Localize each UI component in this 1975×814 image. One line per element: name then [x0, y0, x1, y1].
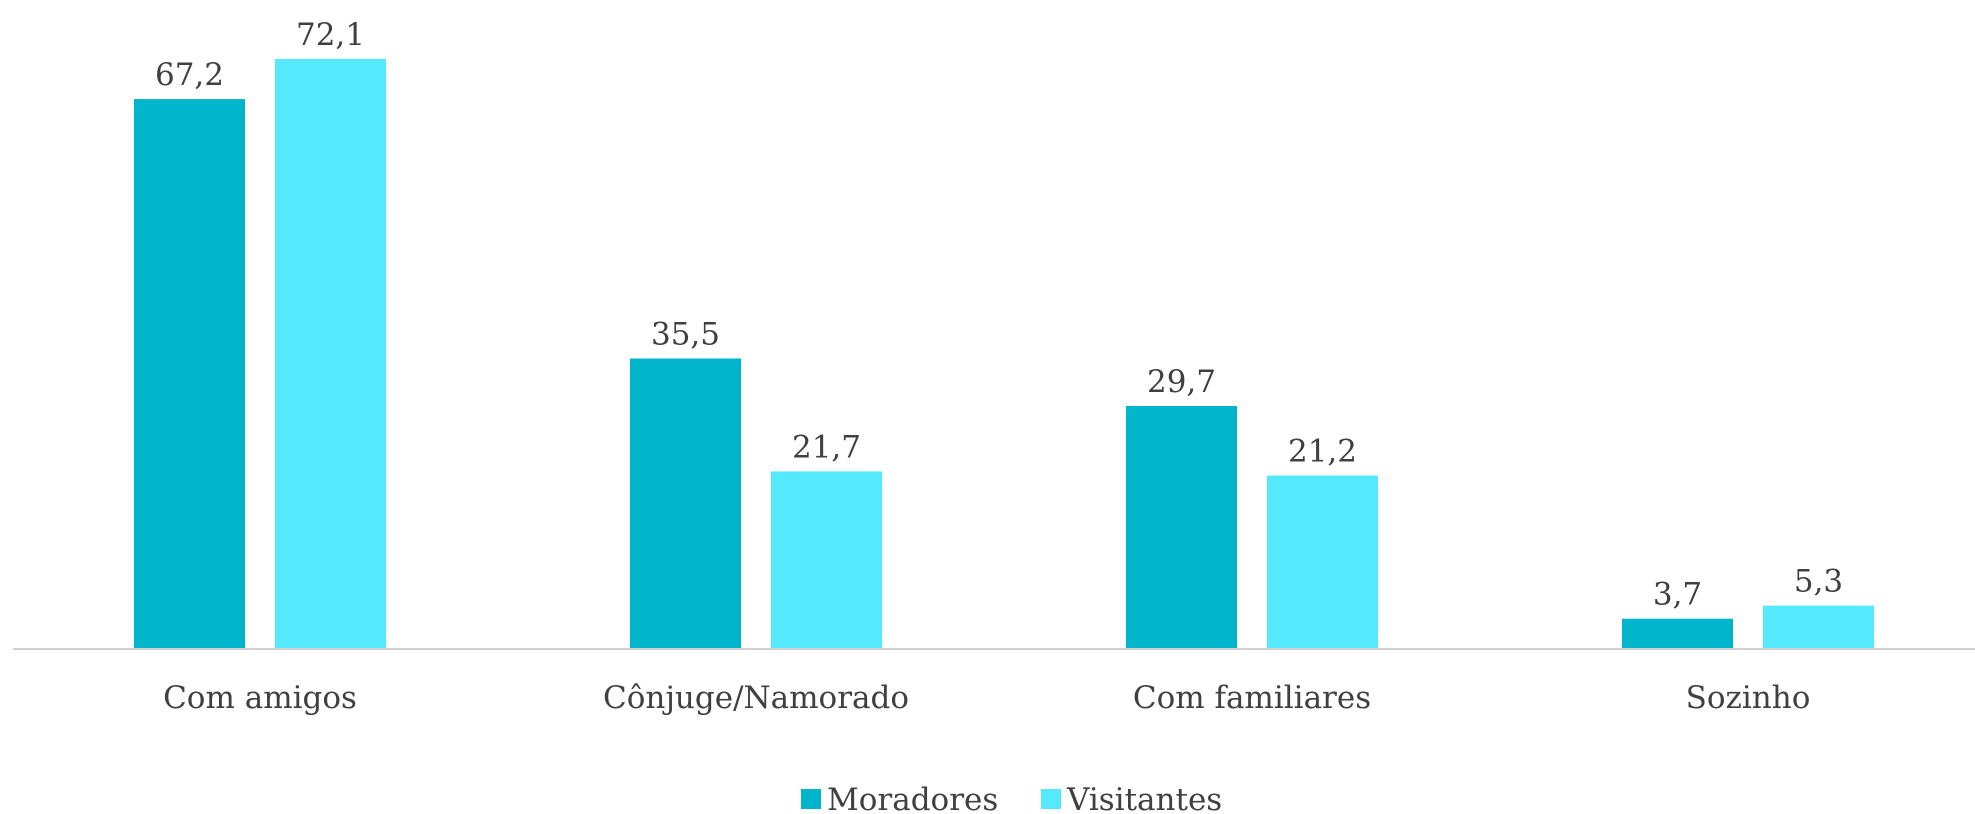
bar	[1763, 605, 1874, 649]
x-tick-label: Sozinho	[1686, 680, 1811, 716]
value-label: 21,7	[792, 429, 861, 465]
x-tick-label: Cônjuge/Namorado	[603, 680, 909, 716]
x-tick-label: Com amigos	[163, 680, 357, 716]
value-label: 72,1	[296, 17, 365, 53]
bar	[1622, 618, 1733, 649]
x-tick-label: Com familiares	[1133, 680, 1371, 716]
bar	[134, 99, 245, 649]
bar	[1126, 405, 1237, 649]
bar	[771, 471, 882, 649]
legend-swatch	[1041, 789, 1061, 809]
value-label: 67,2	[155, 57, 224, 93]
legend-label: Moradores	[827, 782, 998, 814]
value-label: 21,2	[1288, 434, 1357, 470]
legend-label: Visitantes	[1066, 782, 1222, 814]
bar	[1267, 475, 1378, 649]
value-label: 35,5	[651, 317, 720, 353]
value-label: 3,7	[1653, 577, 1702, 613]
bar	[275, 59, 386, 649]
value-label: 5,3	[1794, 564, 1843, 600]
value-label: 29,7	[1147, 364, 1216, 400]
legend-swatch	[801, 789, 821, 809]
bar	[630, 358, 741, 649]
